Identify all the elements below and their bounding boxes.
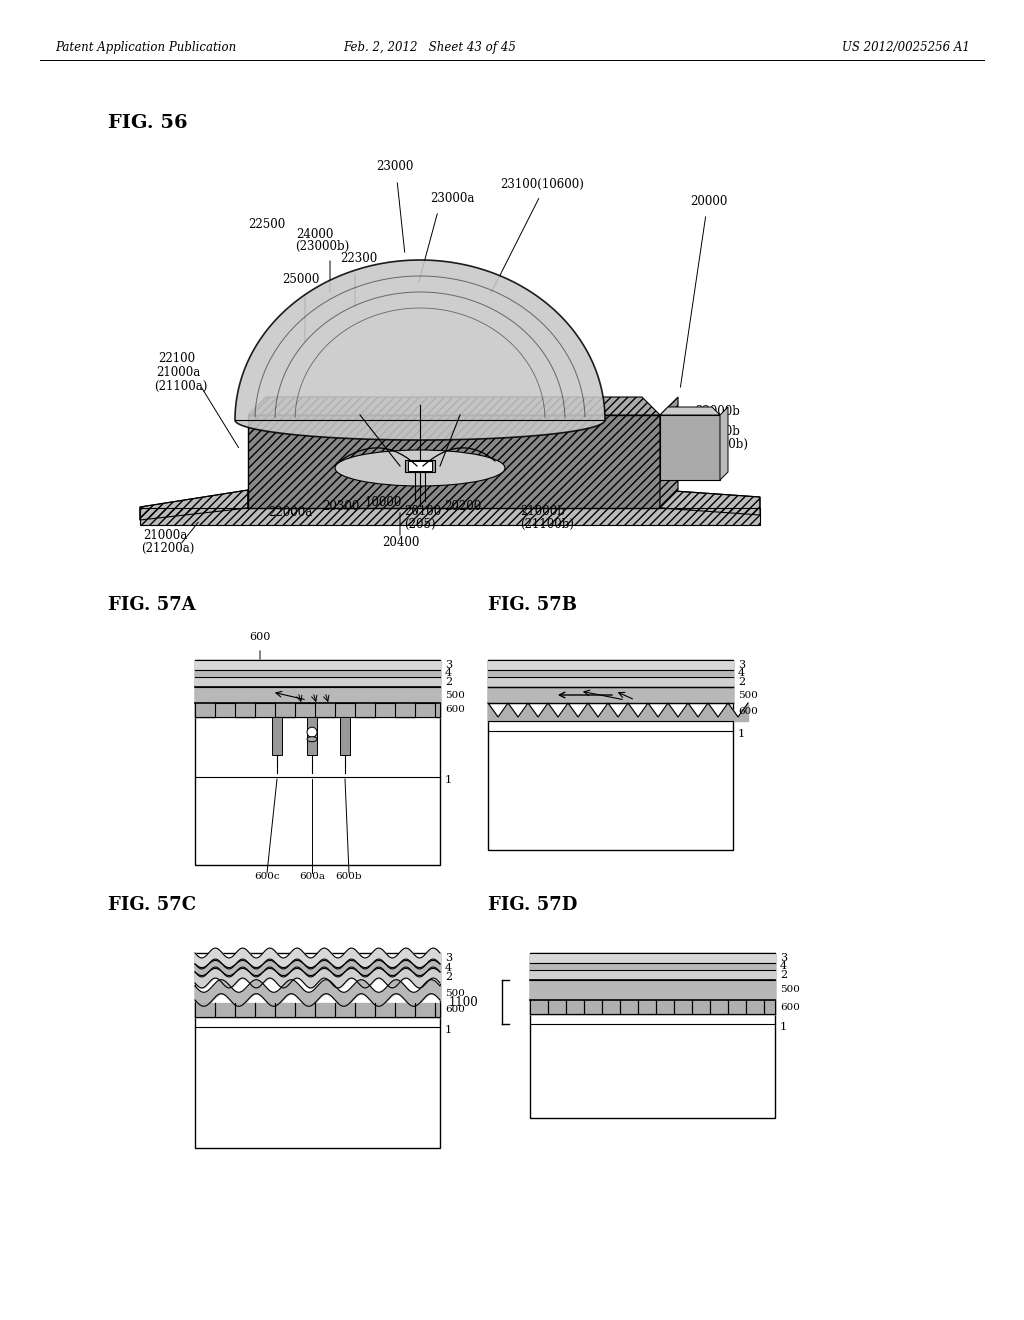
Text: 3: 3 [780, 953, 787, 964]
Polygon shape [140, 508, 760, 525]
Text: 3: 3 [738, 660, 745, 671]
Text: 25000: 25000 [282, 273, 319, 286]
Polygon shape [660, 397, 678, 508]
Text: 500: 500 [445, 690, 465, 700]
Text: 1: 1 [780, 1022, 787, 1032]
Text: FIG. 57A: FIG. 57A [108, 597, 196, 614]
Text: 1: 1 [445, 775, 453, 785]
Text: 2: 2 [780, 970, 787, 979]
Text: 20200: 20200 [444, 500, 481, 513]
Text: 3: 3 [445, 660, 453, 671]
Text: 2: 2 [445, 677, 453, 686]
Text: 600: 600 [780, 1002, 800, 1011]
Text: 21000b: 21000b [695, 425, 740, 438]
Bar [195, 660, 440, 865]
Ellipse shape [335, 450, 505, 486]
Text: US 2012/0025256 A1: US 2012/0025256 A1 [842, 41, 970, 54]
Bar [408, 461, 432, 471]
Polygon shape [660, 490, 760, 515]
Text: 600b: 600b [336, 873, 362, 880]
Bar [195, 953, 440, 1148]
Text: 600a: 600a [299, 873, 325, 880]
Text: 10000: 10000 [365, 496, 402, 510]
Text: (23000b): (23000b) [295, 240, 349, 253]
Bar [530, 953, 775, 1118]
Polygon shape [660, 414, 720, 480]
Text: 24000: 24000 [296, 228, 334, 242]
Bar [406, 459, 435, 473]
Text: FIG. 57D: FIG. 57D [488, 896, 578, 913]
Text: 21000a: 21000a [156, 366, 201, 379]
Text: (21100a): (21100a) [154, 380, 208, 393]
Text: FIG. 57C: FIG. 57C [108, 896, 197, 913]
Text: Patent Application Publication: Patent Application Publication [55, 41, 237, 54]
Text: 1: 1 [738, 729, 745, 739]
Text: 600c: 600c [254, 873, 280, 880]
Text: 22500: 22500 [248, 218, 285, 231]
Circle shape [307, 727, 317, 737]
Text: Feb. 2, 2012   Sheet 43 of 45: Feb. 2, 2012 Sheet 43 of 45 [344, 41, 516, 54]
Text: 4: 4 [738, 668, 745, 678]
Polygon shape [248, 397, 660, 414]
Ellipse shape [307, 737, 317, 742]
Text: (21200a): (21200a) [141, 543, 195, 554]
Text: 2: 2 [738, 677, 745, 686]
Text: 22100: 22100 [158, 352, 196, 366]
Text: 1100: 1100 [450, 995, 479, 1008]
Text: 20300: 20300 [322, 500, 359, 513]
Bar [307, 717, 317, 755]
Text: 23000a: 23000a [430, 191, 474, 205]
Text: 500: 500 [780, 986, 800, 994]
Text: (205): (205) [404, 517, 435, 531]
Text: 22000a: 22000a [268, 506, 312, 519]
Text: 23000: 23000 [376, 160, 414, 173]
Text: 20400: 20400 [382, 536, 420, 549]
Polygon shape [248, 414, 660, 508]
Text: (21100b): (21100b) [520, 517, 574, 531]
Text: (21200b): (21200b) [694, 438, 748, 451]
Text: 23100(10600): 23100(10600) [500, 178, 584, 191]
Text: 21000b: 21000b [520, 506, 565, 517]
Text: 20000: 20000 [690, 195, 727, 209]
Text: 22300: 22300 [340, 252, 377, 265]
Text: 2: 2 [445, 972, 453, 982]
Bar [340, 717, 350, 755]
Text: 1: 1 [445, 1026, 453, 1035]
Text: 4: 4 [445, 668, 453, 678]
Text: 3: 3 [445, 953, 453, 964]
Text: 20100: 20100 [404, 506, 441, 517]
Polygon shape [140, 490, 248, 520]
Text: 500: 500 [738, 690, 758, 700]
Text: 600: 600 [738, 708, 758, 717]
Text: 4: 4 [780, 961, 787, 972]
Text: 21000a: 21000a [143, 529, 187, 543]
Polygon shape [234, 260, 605, 440]
Text: FIG. 56: FIG. 56 [108, 114, 187, 132]
Bar [272, 717, 282, 755]
Text: 600: 600 [445, 1006, 465, 1015]
Text: FIG. 57B: FIG. 57B [488, 597, 577, 614]
Text: 600: 600 [249, 632, 270, 642]
Text: 22000b: 22000b [695, 405, 740, 418]
Text: 500: 500 [445, 989, 465, 998]
Bar [488, 660, 733, 850]
Text: 600: 600 [445, 705, 465, 714]
Polygon shape [660, 407, 720, 414]
Text: 4: 4 [445, 964, 453, 973]
Polygon shape [720, 407, 728, 480]
